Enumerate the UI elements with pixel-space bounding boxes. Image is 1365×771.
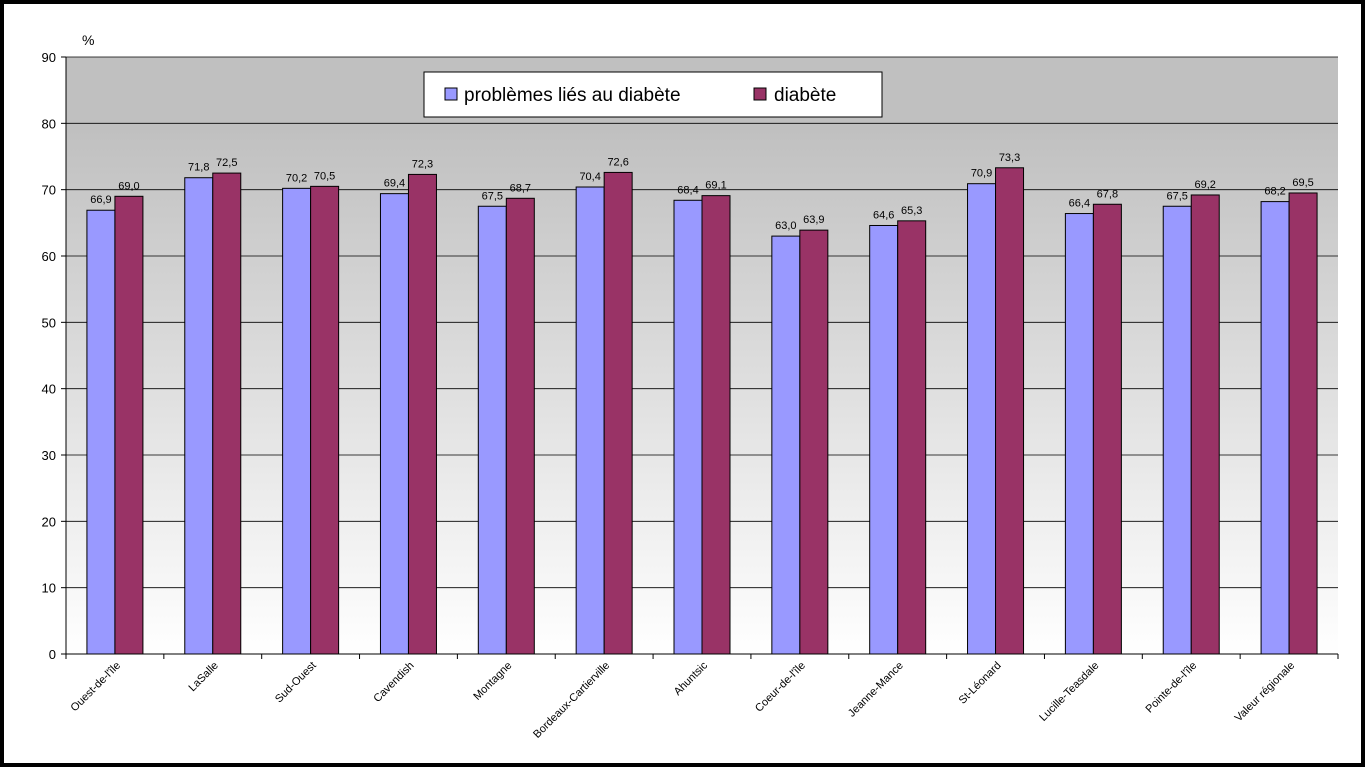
bar-series-1 bbox=[86, 209, 116, 655]
data-label-series-1: 67,5 bbox=[482, 190, 503, 202]
y-tick-label: 50 bbox=[42, 315, 56, 330]
data-label-series-2: 63,9 bbox=[803, 214, 824, 226]
y-tick-label: 20 bbox=[42, 514, 56, 529]
legend-swatch-series-1 bbox=[444, 87, 458, 101]
y-tick-label: 60 bbox=[42, 249, 56, 264]
x-axis-ticks: Ouest-de-l'île LaSalle Sud-Ouest Cavendish M… bbox=[65, 654, 1339, 741]
bar-series-1 bbox=[477, 205, 507, 655]
data-label-series-2: 65,3 bbox=[901, 205, 922, 217]
bar-series-2 bbox=[1190, 194, 1220, 655]
data-label-series-2: 68,7 bbox=[510, 182, 531, 194]
bar-series-1 bbox=[869, 224, 899, 655]
y-tick-label: 10 bbox=[42, 581, 56, 596]
x-category-label: Cavendish bbox=[371, 660, 416, 705]
bar-series-1 bbox=[771, 235, 801, 655]
bar-series-2 bbox=[114, 195, 144, 655]
data-labels: 66,9 69,0 71,8 72,5 70,2 70,5 69,4 72,3 67,5 68,7… bbox=[90, 152, 1314, 232]
axes bbox=[65, 57, 1338, 655]
data-label-series-2: 72,5 bbox=[216, 157, 237, 169]
x-category-label: Montagne bbox=[471, 660, 514, 703]
x-category-label: Ahuntsic bbox=[672, 659, 711, 698]
bar-series-1 bbox=[184, 177, 214, 655]
y-tick-label: 40 bbox=[42, 382, 56, 397]
bar-series-2 bbox=[995, 167, 1025, 655]
data-label-series-1: 70,9 bbox=[971, 168, 992, 180]
data-label-series-2: 67,8 bbox=[1097, 188, 1118, 200]
bar-series-2 bbox=[310, 185, 340, 655]
y-tick-label: 70 bbox=[42, 183, 56, 198]
legend-label-series-2: diabète bbox=[774, 85, 836, 106]
y-tick-label: 80 bbox=[42, 116, 56, 131]
bars bbox=[86, 167, 1318, 655]
y-tick-label: 30 bbox=[42, 448, 56, 463]
y-axis-unit-label: % bbox=[82, 32, 94, 48]
legend-box bbox=[423, 71, 883, 118]
bar-series-2 bbox=[701, 195, 731, 655]
data-label-series-2: 69,5 bbox=[1292, 177, 1313, 189]
bar-series-2 bbox=[212, 172, 242, 655]
legend: problèmes liés au diabète diabète bbox=[423, 71, 883, 118]
data-label-series-2: 69,1 bbox=[705, 180, 726, 192]
x-category-label: Pointe-de-l'île bbox=[1144, 660, 1200, 716]
bar-series-1 bbox=[1064, 213, 1094, 655]
data-label-series-2: 70,5 bbox=[314, 170, 335, 182]
data-label-series-1: 71,8 bbox=[188, 162, 209, 174]
data-label-series-2: 69,2 bbox=[1195, 179, 1216, 191]
bar-series-1 bbox=[673, 199, 703, 655]
bar-series-2 bbox=[1288, 192, 1318, 655]
x-category-label: LaSalle bbox=[186, 660, 220, 694]
x-category-label: Sud-Ouest bbox=[273, 660, 319, 706]
data-label-series-1: 68,2 bbox=[1264, 186, 1285, 198]
x-category-label: Valeur régionale bbox=[1233, 660, 1298, 725]
bar-series-2 bbox=[407, 173, 437, 655]
data-label-series-1: 66,4 bbox=[1069, 198, 1090, 210]
bar-series-1 bbox=[1260, 201, 1290, 655]
legend-label-series-1: problèmes liés au diabète bbox=[464, 85, 681, 106]
data-label-series-1: 67,5 bbox=[1167, 190, 1188, 202]
x-category-label: Bordeaux-Cartierville bbox=[531, 660, 612, 741]
data-label-series-2: 73,3 bbox=[999, 152, 1020, 164]
data-label-series-2: 69,0 bbox=[118, 180, 139, 192]
data-label-series-1: 66,9 bbox=[90, 194, 111, 206]
y-tick-label: 90 bbox=[42, 50, 56, 65]
data-label-series-1: 69,4 bbox=[384, 178, 405, 190]
x-category-label: Jeanne-Mance bbox=[846, 660, 906, 720]
bar-series-2 bbox=[505, 197, 535, 655]
data-label-series-2: 72,3 bbox=[412, 158, 433, 170]
bar-series-2 bbox=[897, 220, 927, 655]
data-label-series-2: 72,6 bbox=[607, 156, 628, 168]
data-label-series-1: 70,2 bbox=[286, 172, 307, 184]
bar-series-2 bbox=[1092, 203, 1122, 655]
x-category-label: Ouest-de-l'île bbox=[69, 660, 124, 715]
bar-series-1 bbox=[379, 193, 409, 655]
x-category-label: Coeur-de-l'île bbox=[753, 660, 808, 715]
bar-series-1 bbox=[1162, 205, 1192, 655]
bar-chart: 0 10 20 30 40 50 60 70 80 90 Ouest-de-l'île LaSall… bbox=[42, 32, 1339, 741]
bar-series-1 bbox=[967, 183, 997, 655]
legend-swatch-series-2 bbox=[753, 87, 767, 101]
bar-series-1 bbox=[282, 187, 312, 655]
bar-series-2 bbox=[799, 229, 829, 655]
x-category-label: Lucille-Teasdale bbox=[1037, 660, 1101, 724]
y-tick-label: 0 bbox=[49, 647, 56, 662]
data-label-series-1: 70,4 bbox=[579, 171, 600, 183]
bar-series-2 bbox=[603, 171, 633, 655]
x-category-label: St-Léonard bbox=[957, 660, 1004, 707]
data-label-series-1: 63,0 bbox=[775, 220, 796, 232]
data-label-series-1: 68,4 bbox=[677, 184, 698, 196]
y-axis-ticks: 0 10 20 30 40 50 60 70 80 90 bbox=[42, 50, 66, 662]
data-label-series-1: 64,6 bbox=[873, 209, 894, 221]
bar-series-1 bbox=[575, 186, 605, 655]
